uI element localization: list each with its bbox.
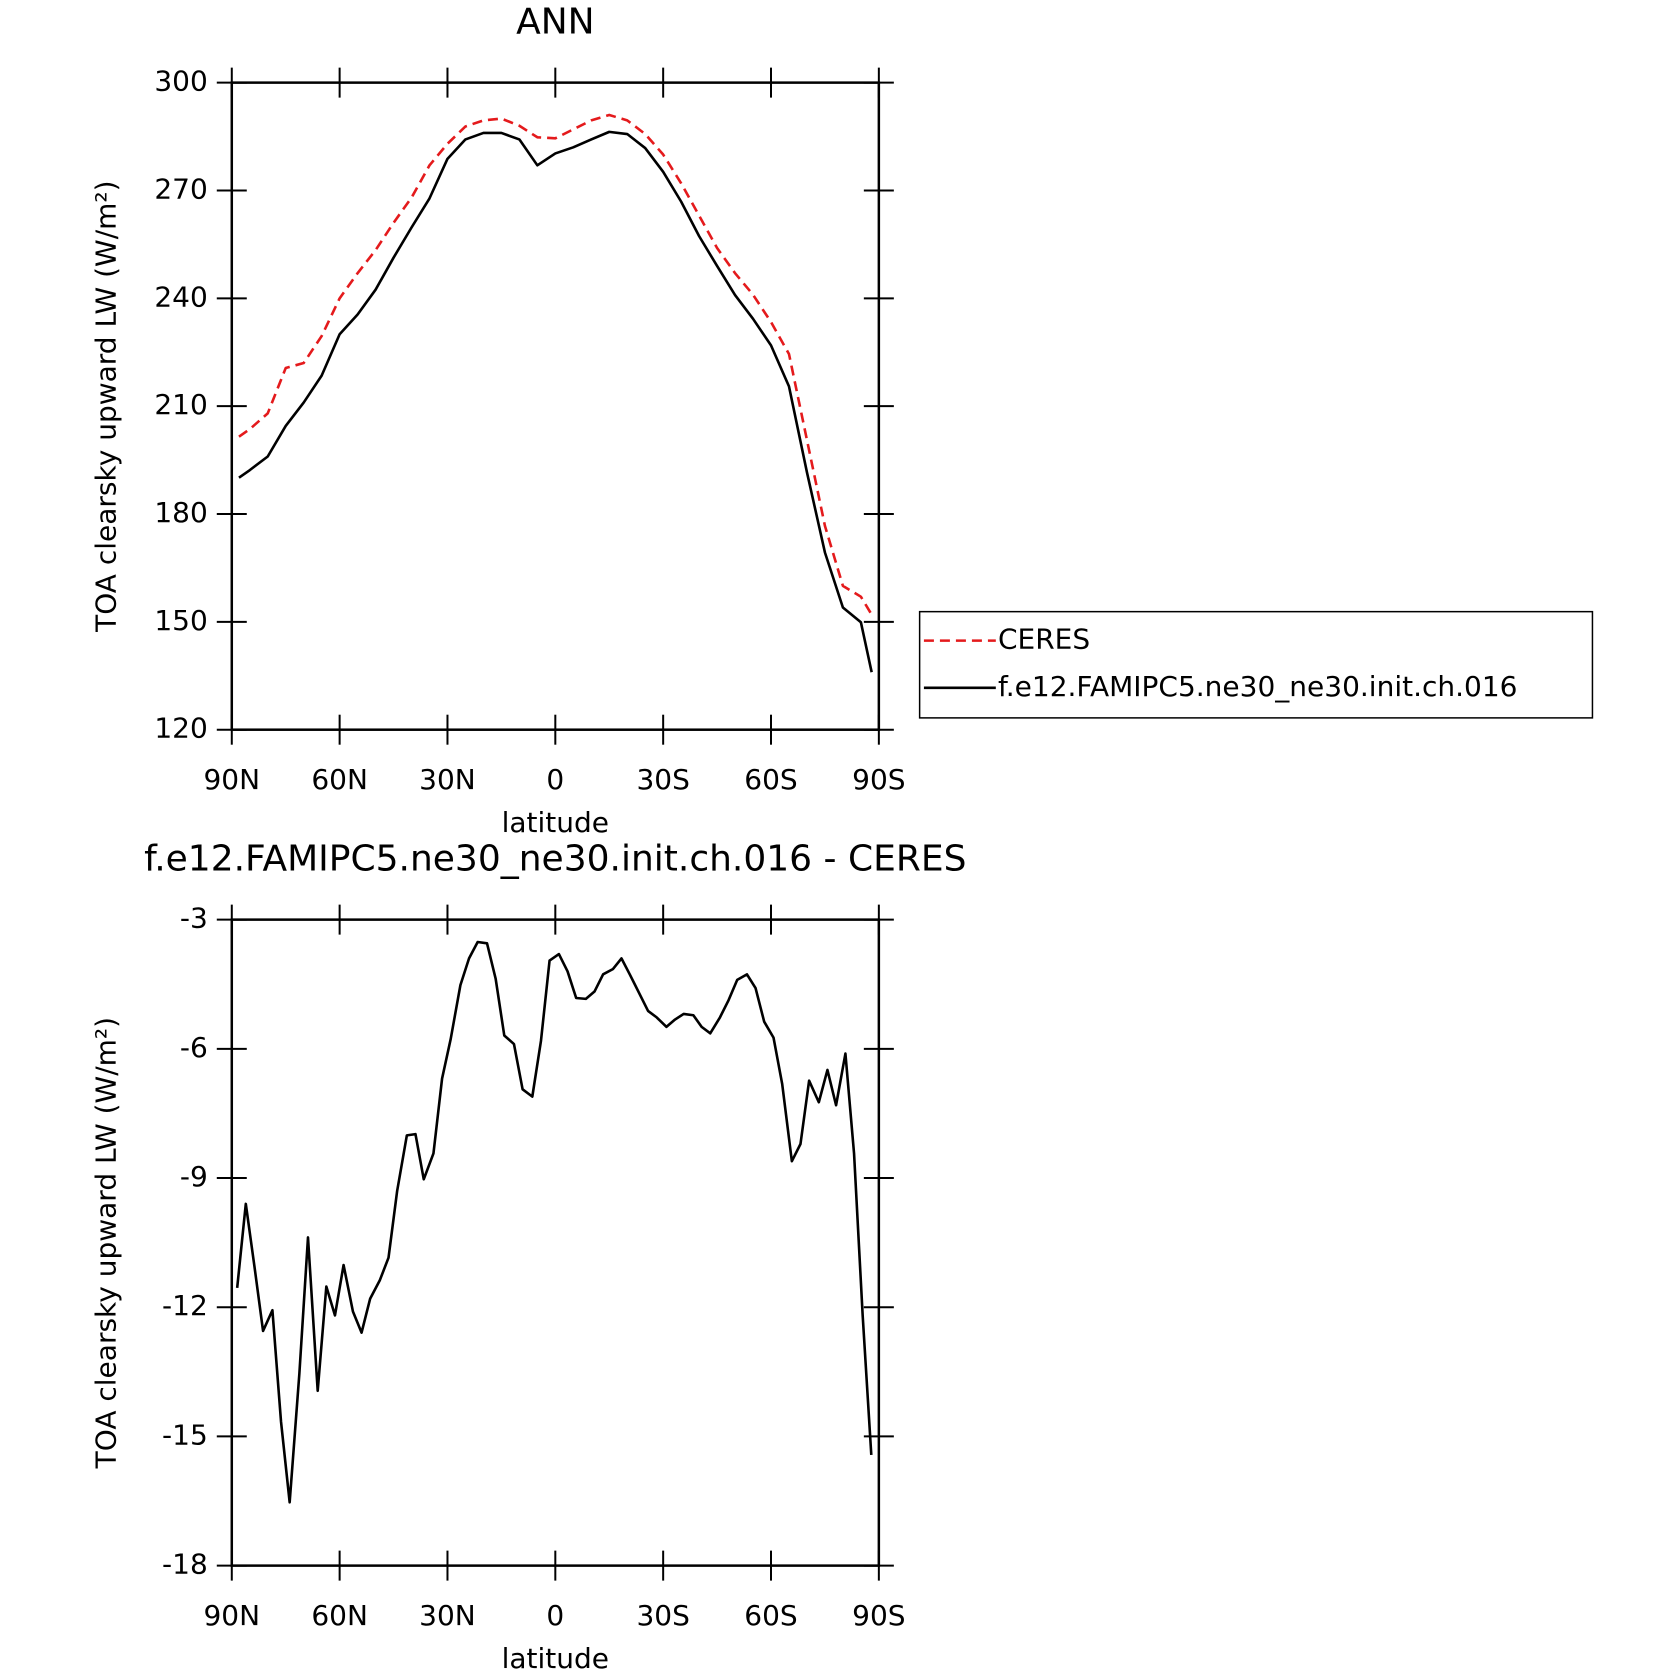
data-line	[238, 113, 873, 616]
x-tick-label: 90S	[852, 763, 905, 796]
x-tick-label: 60N	[311, 1599, 368, 1632]
y-tick-label: 240	[154, 280, 207, 313]
y-tick-label: 300	[154, 65, 207, 98]
x-tick-label: 90N	[203, 1599, 260, 1632]
y-tick-label: -9	[180, 1160, 208, 1193]
chart-title: f.e12.FAMIPC5.ne30_ne30.init.ch.016 - CE…	[144, 839, 966, 880]
y-tick-label: -3	[180, 902, 208, 935]
chart-title: ANN	[516, 2, 595, 43]
data-line	[238, 130, 873, 673]
x-tick-label: 30S	[636, 763, 689, 796]
y-axis-label: TOA clearsky upward LW (W/m²)	[89, 180, 122, 632]
y-tick-label: -12	[162, 1289, 208, 1322]
y-tick-label: 180	[154, 496, 207, 529]
x-axis-label: latitude	[502, 1642, 609, 1674]
x-tick-label: 30N	[419, 763, 476, 796]
legend-label: CERES	[998, 623, 1090, 656]
y-tick-label: 210	[154, 388, 207, 421]
data-line	[235, 940, 873, 1504]
y-tick-label: -6	[180, 1031, 208, 1064]
x-tick-label: 90S	[852, 1599, 905, 1632]
legend-box	[918, 610, 1594, 719]
x-tick-label: 30N	[419, 1599, 476, 1632]
y-tick-label: 270	[154, 172, 207, 205]
y-tick-label: -15	[162, 1418, 208, 1451]
y-tick-label: 120	[154, 712, 207, 745]
x-tick-label: 60N	[311, 763, 368, 796]
legend-label: f.e12.FAMIPC5.ne30_ne30.init.ch.016	[998, 670, 1518, 703]
x-tick-label: 0	[546, 763, 564, 796]
x-tick-label: 60S	[744, 1599, 797, 1632]
x-axis-label: latitude	[502, 806, 609, 839]
plot-frame	[230, 918, 881, 1567]
x-tick-label: 30S	[636, 1599, 689, 1632]
y-tick-label: -18	[162, 1548, 208, 1581]
y-tick-label: 150	[154, 604, 207, 637]
plot-frame	[230, 81, 881, 731]
x-tick-label: 0	[546, 1599, 564, 1632]
x-tick-label: 60S	[744, 763, 797, 796]
y-axis-label: TOA clearsky upward LW (W/m²)	[89, 1017, 122, 1469]
x-tick-label: 90N	[203, 763, 260, 796]
